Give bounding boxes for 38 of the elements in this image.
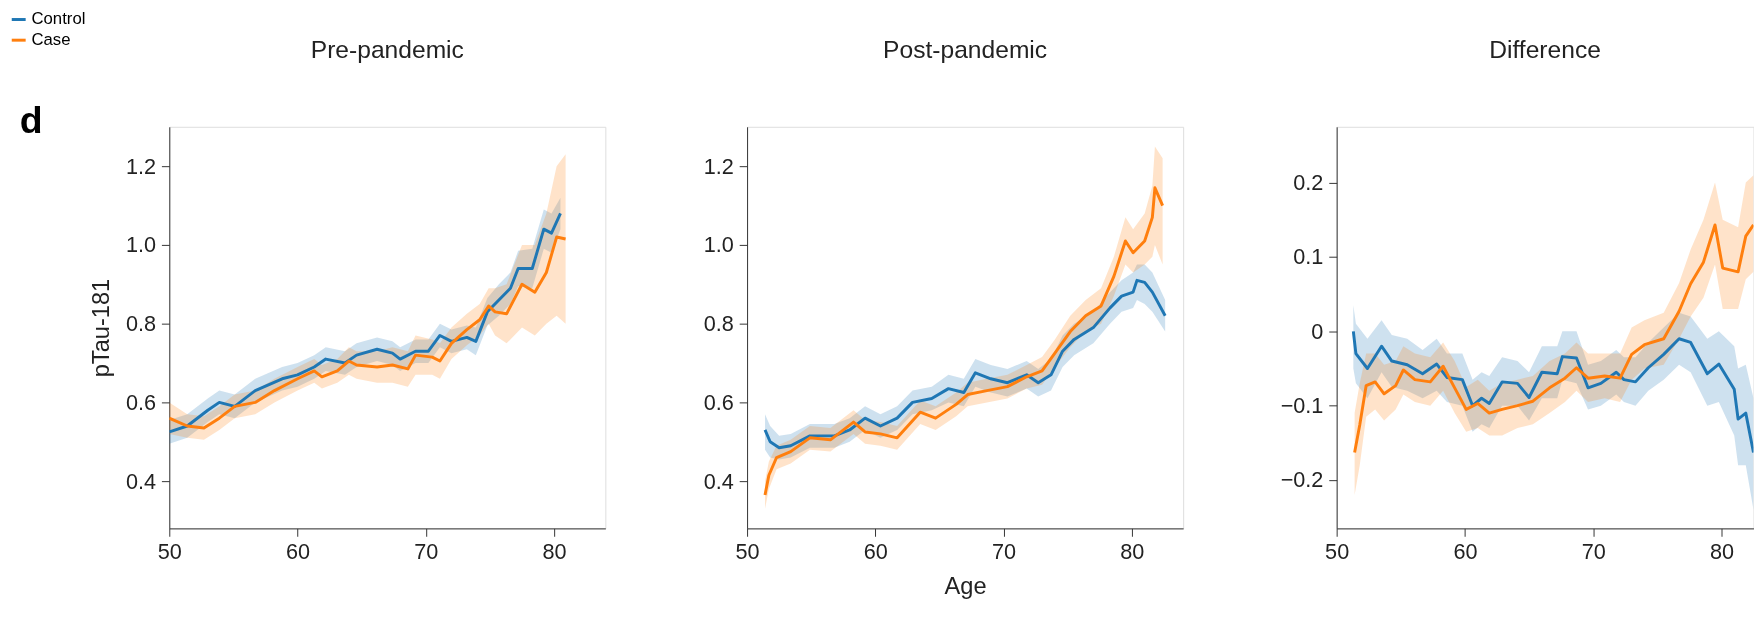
x-tick-label: 80 <box>1709 539 1734 565</box>
y-tick-label: 0.8 <box>703 311 734 337</box>
chart-title: Post-pandemic <box>883 35 1048 63</box>
y-tick-label: 0.8 <box>125 311 157 337</box>
y-tick-label: 0.1 <box>1293 244 1324 270</box>
y-tick-label: 0.4 <box>703 468 734 494</box>
x-tick-label: 50 <box>735 539 760 565</box>
y-tick-label: 0.4 <box>125 468 157 494</box>
text: d <box>19 98 43 141</box>
x-tick-label: 60 <box>1453 539 1478 565</box>
legend-label: Control <box>31 9 86 29</box>
x-tick-label: 70 <box>414 539 439 565</box>
legend-label: Case <box>31 30 71 50</box>
y-tick-label: 0.6 <box>125 389 157 415</box>
line-series <box>1351 329 1754 455</box>
x-tick-label: 50 <box>157 539 182 565</box>
line-series <box>1353 223 1754 455</box>
y-tick-label: 0 <box>1311 318 1324 344</box>
x-tick-label: 80 <box>1120 539 1145 565</box>
y-tick-label: 1.2 <box>125 153 157 179</box>
chart-title: Difference <box>1489 35 1601 63</box>
x-tick-label: 60 <box>863 539 888 565</box>
x-tick-label: 70 <box>1581 539 1606 565</box>
x-axis-title: Age <box>944 572 987 599</box>
x-tick-label: 60 <box>286 539 311 565</box>
y-tick-label: 1.0 <box>125 232 157 258</box>
y-tick-label: −0.2 <box>1280 467 1324 493</box>
x-tick-label: 50 <box>1325 539 1350 565</box>
y-tick-label: −0.1 <box>1280 393 1324 419</box>
y-tick-label: 1.0 <box>703 232 734 258</box>
x-tick-label: 80 <box>542 539 567 565</box>
y-tick-label: 0.2 <box>1293 169 1324 195</box>
line-series <box>763 186 1165 497</box>
x-tick-label: 70 <box>992 539 1017 565</box>
y-tick-label: 1.2 <box>703 153 734 179</box>
chart-title: Pre-pandemic <box>310 35 464 63</box>
y-tick-label: 0.6 <box>703 389 734 415</box>
y-axis-title: pTau-181 <box>88 278 115 378</box>
